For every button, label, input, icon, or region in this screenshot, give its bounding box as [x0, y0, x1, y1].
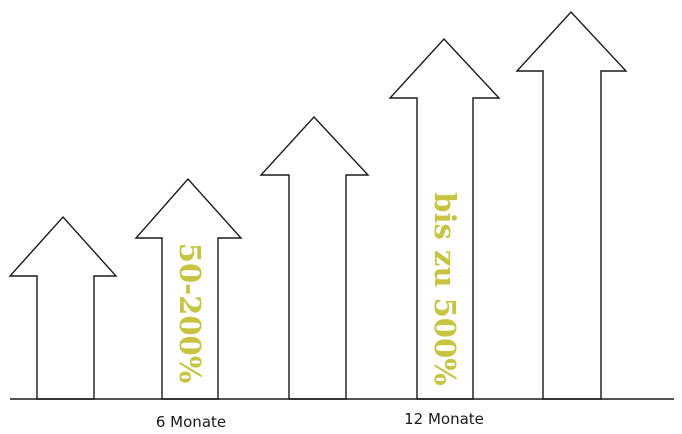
growth-arrow-5 [515, 10, 628, 400]
axis-label-12-months: 12 Monate [404, 410, 484, 428]
growth-arrow-1 [8, 215, 118, 400]
growth-arrow-2 [134, 177, 243, 400]
growth-arrow-3 [259, 115, 370, 400]
axis-label-6-months: 6 Monate [156, 413, 226, 431]
growth-label-up-to-500: bis zu 500% [428, 192, 462, 385]
growth-arrow-4 [388, 37, 501, 400]
growth-label-50-200: 50-200% [173, 243, 207, 383]
